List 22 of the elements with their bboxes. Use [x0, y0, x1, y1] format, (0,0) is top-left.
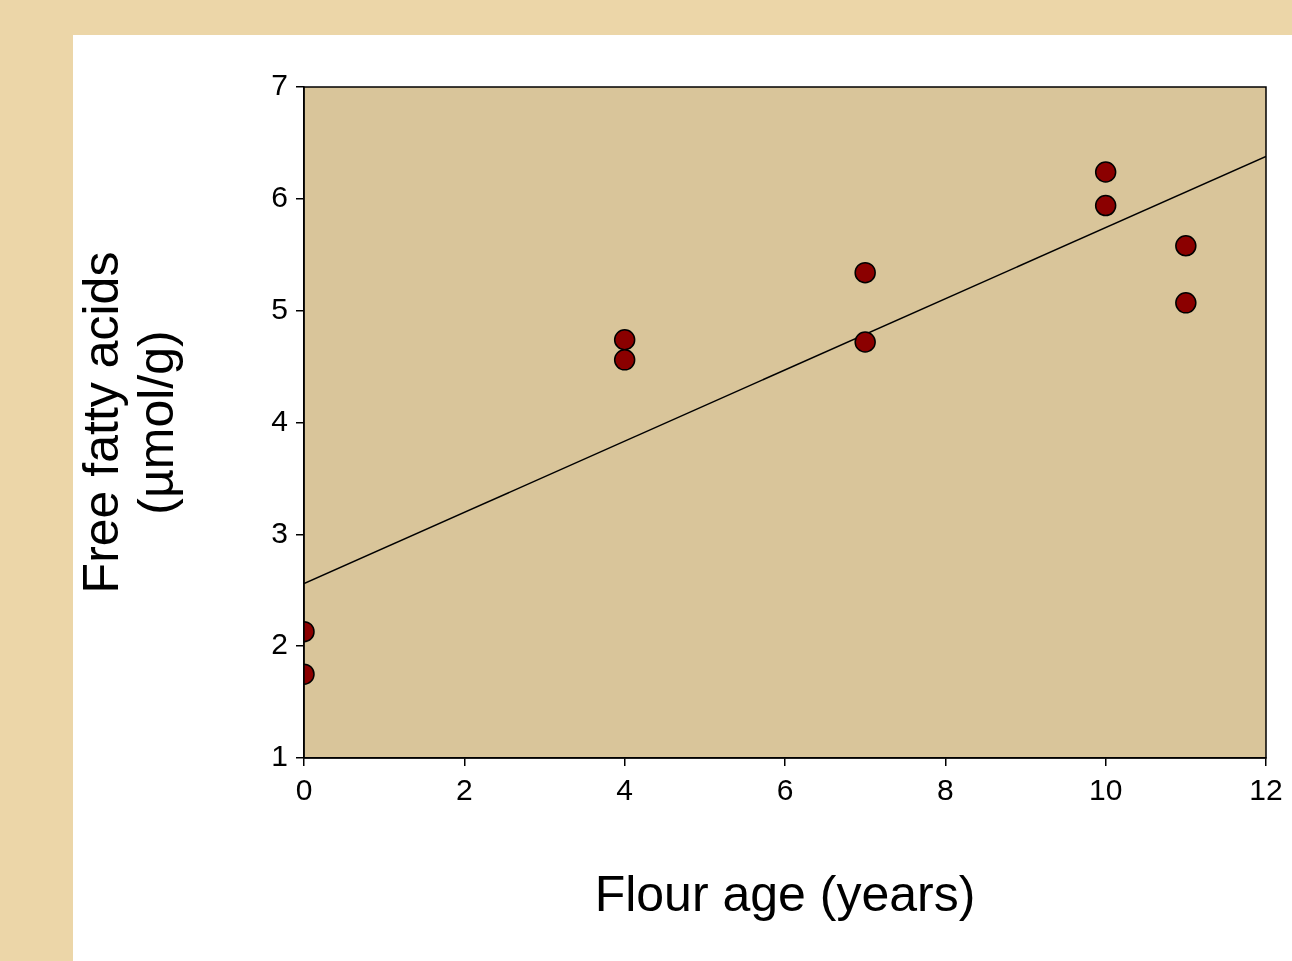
- x-tick-label: 12: [1249, 773, 1283, 807]
- x-tick-label: 6: [776, 773, 794, 807]
- y-tick-label: 4: [271, 403, 288, 437]
- x-tick-label: 10: [1088, 773, 1123, 807]
- x-tick-label: 4: [616, 773, 634, 807]
- y-tick-label: 5: [271, 291, 288, 325]
- x-axis-title: Flour age (years): [594, 865, 976, 922]
- point: [1175, 235, 1197, 257]
- point: [854, 261, 876, 284]
- point: [854, 331, 876, 353]
- y-tick-label: 7: [271, 68, 288, 102]
- y-axis-title: Free fatty acids (µmol/g): [73, 251, 185, 594]
- y-tick-label: 1: [271, 739, 288, 773]
- x-tick-label: 2: [455, 773, 473, 807]
- point: [1094, 194, 1117, 217]
- y-tick-label: 6: [271, 180, 288, 214]
- x-tick-label: 0: [295, 773, 313, 807]
- y-tick-label: 3: [271, 515, 288, 549]
- y-tick-label: 2: [271, 627, 288, 661]
- point: [1175, 292, 1197, 314]
- x-tick-label: 8: [936, 773, 954, 807]
- point: [1094, 161, 1117, 183]
